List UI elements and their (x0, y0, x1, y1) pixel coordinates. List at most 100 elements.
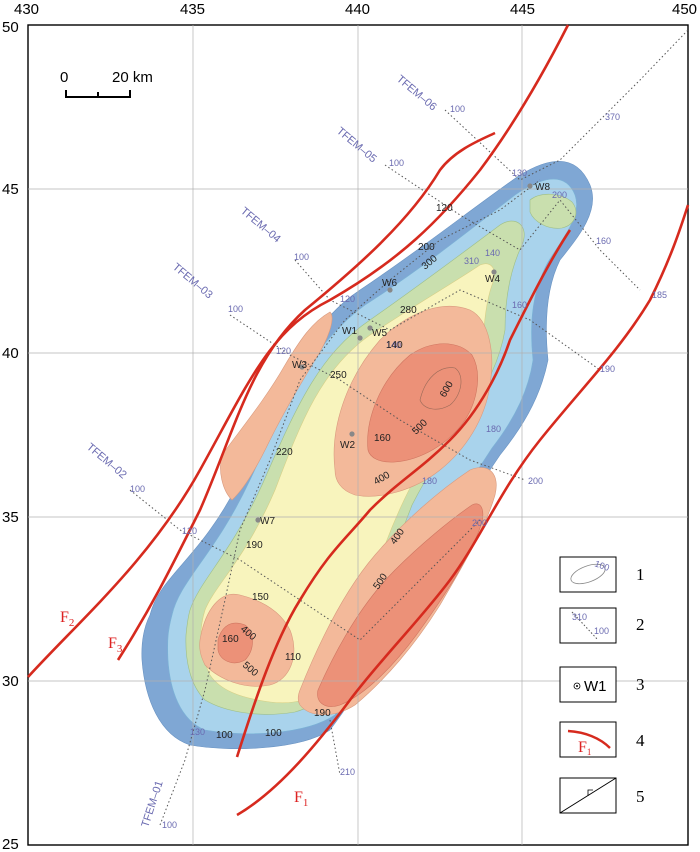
station-label: 120 (182, 526, 197, 536)
station-label: 100 (162, 820, 177, 830)
svg-text:W8: W8 (535, 182, 550, 193)
station-label: 190 (600, 364, 615, 374)
x-axis-labels: 430 435 440 445 450 (14, 1, 697, 18)
well-w8: W8 (527, 182, 550, 193)
well-w4: W4 (485, 269, 500, 285)
y-tick-50: 50 (2, 19, 19, 36)
well-w7: W7 (255, 516, 275, 527)
y-tick-40: 40 (2, 345, 19, 362)
legend: 100 1 310 100 2 W1 3 F1F1 4 5 (559, 556, 645, 814)
survey-line-tfem02 (129, 489, 481, 641)
station-label: 130 (512, 168, 527, 178)
station-label: 180 (422, 476, 437, 486)
station-label: 160 (596, 236, 611, 246)
svg-text:W2: W2 (340, 440, 355, 451)
station-label: 100 (228, 304, 243, 314)
svg-text:W3: W3 (292, 360, 307, 371)
y-tick-30: 30 (2, 673, 19, 690)
well-w2: W2 (340, 431, 355, 451)
svg-text:W7: W7 (260, 516, 275, 527)
well-w3: W3 (292, 360, 307, 371)
station-label: 130 (190, 727, 205, 737)
fault-f1-east (236, 204, 690, 817)
well-w5: W5 (367, 325, 387, 339)
contour-label: 190 (314, 708, 331, 719)
station-label: 310 (464, 256, 479, 266)
station-label: 160 (512, 300, 527, 310)
legend-item-3-sample: W1 (584, 678, 607, 695)
legend-item-1-number: 1 (636, 565, 645, 584)
station-label: 140 (386, 340, 401, 350)
wells: W1 W2 W3 W4 W5 W6 W7 W8 (255, 182, 550, 527)
survey-line-tfem06 (444, 29, 689, 181)
contour-label: 280 (400, 305, 417, 316)
contour-band-core-west (217, 622, 253, 664)
x-tick-430: 430 (14, 1, 39, 18)
y-axis-labels: 50 45 40 35 30 25 (2, 19, 19, 852)
legend-item-2-number: 2 (636, 615, 645, 634)
contour-label: 110 (285, 652, 301, 663)
station-label: 185 (652, 290, 667, 300)
x-tick-435: 435 (180, 1, 205, 18)
contour-label: 250 (330, 370, 347, 381)
faults (27, 24, 690, 817)
legend-item-3-number: 3 (636, 675, 645, 694)
legend-item-4-number: 4 (636, 731, 645, 750)
x-tick-440: 440 (345, 1, 370, 18)
well-w1: W1 (342, 326, 363, 341)
y-tick-25: 25 (2, 836, 19, 852)
contour-band-core-central (367, 343, 478, 463)
station-label: 210 (340, 767, 355, 777)
scale-bar-start: 0 (60, 69, 68, 86)
fault-f2 (27, 24, 570, 678)
legend-item-2-sample-a: 310 (572, 612, 587, 622)
contour-label: 220 (276, 447, 293, 458)
fault-f1-west (235, 229, 572, 758)
station-label: 200 (528, 476, 543, 486)
survey-line-tfem01 (159, 179, 541, 826)
station-label: 120 (276, 346, 291, 356)
x-tick-445: 445 (510, 1, 535, 18)
contour-band-green-w8 (529, 193, 577, 229)
contour-label: 120 (436, 203, 453, 214)
survey-line-tfem05 (384, 164, 641, 291)
station-labels: 100 370 100 130 200 160 185 100 120 310 … (130, 104, 667, 830)
station-label: 100 (389, 158, 404, 168)
contour-label: 100 (216, 730, 233, 741)
contour-label: 140 (386, 340, 403, 351)
legend-item-2-sample-b: 100 (594, 626, 609, 636)
contour-label: 190 (246, 540, 263, 551)
legend-item-5-number: 5 (636, 787, 645, 806)
station-label: 100 (450, 104, 465, 114)
contour-label: 160 (222, 634, 239, 645)
station-label: 370 (605, 112, 620, 122)
well-w6: W6 (382, 278, 397, 293)
station-label: 200 (472, 518, 487, 528)
contour-label: 150 (252, 592, 269, 603)
contour-label: 100 (265, 728, 282, 739)
y-tick-45: 45 (2, 181, 19, 198)
x-tick-450: 450 (672, 1, 697, 18)
station-label: 100 (130, 484, 145, 494)
svg-text:W5: W5 (372, 328, 387, 339)
station-label: 120 (340, 294, 355, 304)
scale-bar: 0 20 km (60, 69, 153, 98)
survey-line-tfem01-south (329, 719, 341, 776)
contour-line-600 (419, 367, 462, 410)
contour-label: 160 (374, 433, 391, 444)
svg-text:W4: W4 (485, 274, 500, 285)
scale-bar-end: 20 km (112, 69, 153, 86)
y-tick-35: 35 (2, 509, 19, 526)
svg-text:W6: W6 (382, 278, 397, 289)
contour-label: 200 (418, 242, 435, 253)
survey-line-tfem03 (229, 314, 526, 481)
station-label: 200 (552, 190, 567, 200)
station-label: 100 (294, 252, 309, 262)
legend-item-1-sample: 100 (593, 558, 611, 573)
station-label: 180 (486, 424, 501, 434)
contour-labels: 100 120 140 160 190 200 220 250 280 300 … (216, 203, 456, 741)
fault-f3 (116, 131, 496, 661)
svg-text:W1: W1 (342, 326, 357, 337)
station-label: 140 (485, 248, 500, 258)
